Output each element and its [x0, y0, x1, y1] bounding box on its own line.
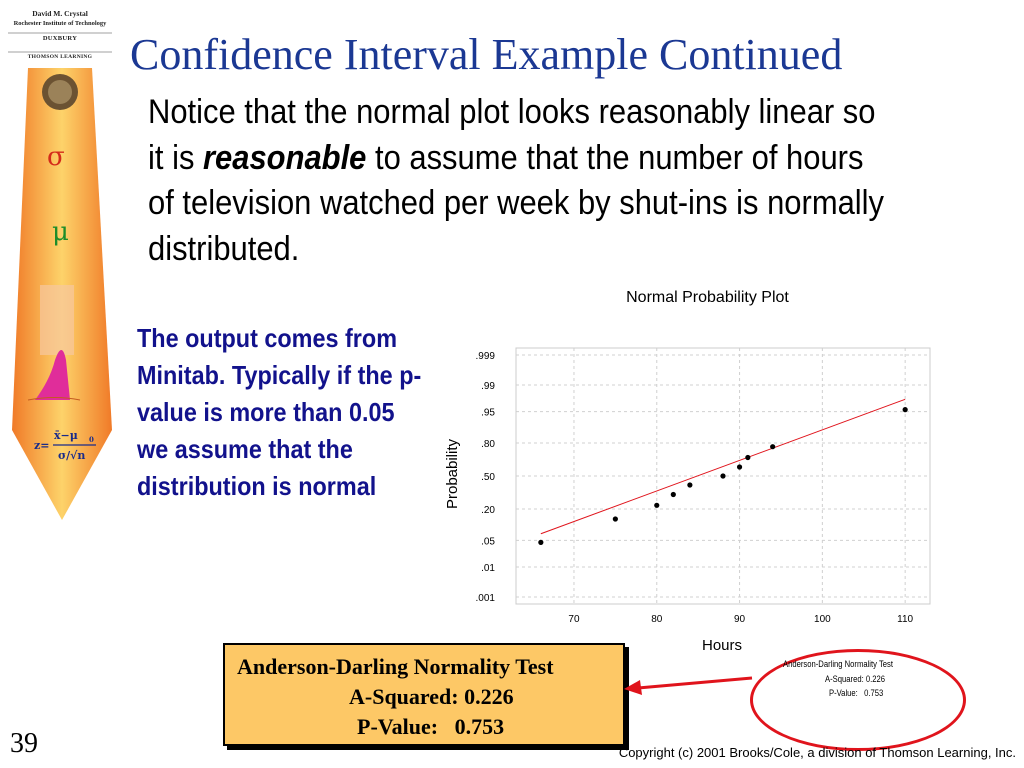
- result-heading: Anderson-Darling Normality Test: [237, 654, 554, 679]
- mu-icon: μ: [52, 217, 69, 247]
- intro-paragraph: Notice that the normal plot looks reason…: [148, 90, 894, 272]
- intro-text-before: Notice that the normal plot looks reason…: [148, 93, 876, 177]
- pointer-arrow-icon: [624, 676, 753, 695]
- y-axis-label: Probability: [444, 438, 461, 509]
- mini-heading: Anderson-Darling Normality Test: [783, 659, 893, 669]
- intro-text-after: to assume that the number of hours of te…: [148, 138, 885, 268]
- sigma-icon: σ: [47, 142, 65, 172]
- slide-number: 39: [10, 728, 38, 759]
- data-point: [736, 464, 743, 470]
- sidebar-publisher-2: THOMSON LEARNING: [27, 54, 93, 60]
- minitab-output-highlight: [750, 649, 966, 751]
- slide-title: Confidence Interval Example Continued: [130, 30, 843, 79]
- fit-line: [540, 398, 906, 535]
- data-point: [670, 491, 676, 498]
- data-point: [687, 482, 693, 488]
- decorative-tie: [0, 0, 122, 520]
- normal-probability-plot: .999 .99 .95 .80 .50 .20 .05 .01 .001 70 80 90 100 1…: [444, 347, 931, 654]
- y-tick-label: .01: [481, 563, 495, 574]
- chart-title: Normal Probability Plot: [626, 289, 789, 306]
- x-tick-label: 90: [734, 614, 746, 625]
- z-score-formula-icon: z= x̄−μ 0 σ/√n: [34, 427, 114, 470]
- data-point: [770, 444, 776, 450]
- y-tick-label: .05: [481, 536, 495, 547]
- svg-text:0: 0: [89, 435, 94, 444]
- data-point: [720, 473, 726, 479]
- copyright-notice: Copyright (c) 2001 Brooks/Cole, a divisi…: [618, 745, 1016, 760]
- x-tick-label: 100: [814, 614, 831, 625]
- x-tick-label: 110: [897, 614, 913, 625]
- svg-text:x̄−μ: x̄−μ: [54, 429, 78, 442]
- y-tick-label: .80: [481, 439, 495, 450]
- anderson-darling-result-box: Anderson-Darling Normality Test A-Square…: [223, 643, 625, 746]
- mini-a-squared: A-Squared: 0.226: [825, 674, 885, 684]
- x-axis-label: Hours: [702, 637, 742, 654]
- sidebar-author: David M. Crystal: [32, 9, 88, 18]
- mini-p-value: P-Value: 0.753: [829, 688, 884, 698]
- result-p-value: P-Value: 0.753: [357, 714, 505, 739]
- data-point: [902, 407, 908, 413]
- data-point: [654, 502, 660, 508]
- result-a-squared: A-Squared: 0.226: [349, 684, 514, 709]
- data-point: [538, 539, 544, 545]
- sidebar-institution: Rochester Institute of Technology: [13, 20, 107, 27]
- y-tick-label: .001: [476, 593, 496, 604]
- intro-text-emphasis: reasonable: [203, 138, 367, 177]
- y-tick-label: .95: [481, 408, 495, 419]
- y-tick-label: .50: [481, 472, 495, 483]
- x-tick-label: 80: [651, 614, 663, 625]
- y-tick-label: .999: [476, 351, 496, 362]
- side-note: The output comes from Minitab. Typically…: [137, 323, 422, 501]
- data-point: [745, 454, 751, 461]
- x-tick-label: 70: [568, 614, 580, 625]
- sidebar-publisher-1: DUXBURY: [42, 35, 78, 42]
- svg-text:σ/√n: σ/√n: [58, 449, 85, 462]
- svg-text:z=: z=: [34, 439, 49, 452]
- y-tick-label: .99: [481, 381, 495, 392]
- y-tick-label: .20: [481, 505, 495, 516]
- data-point: [612, 516, 618, 522]
